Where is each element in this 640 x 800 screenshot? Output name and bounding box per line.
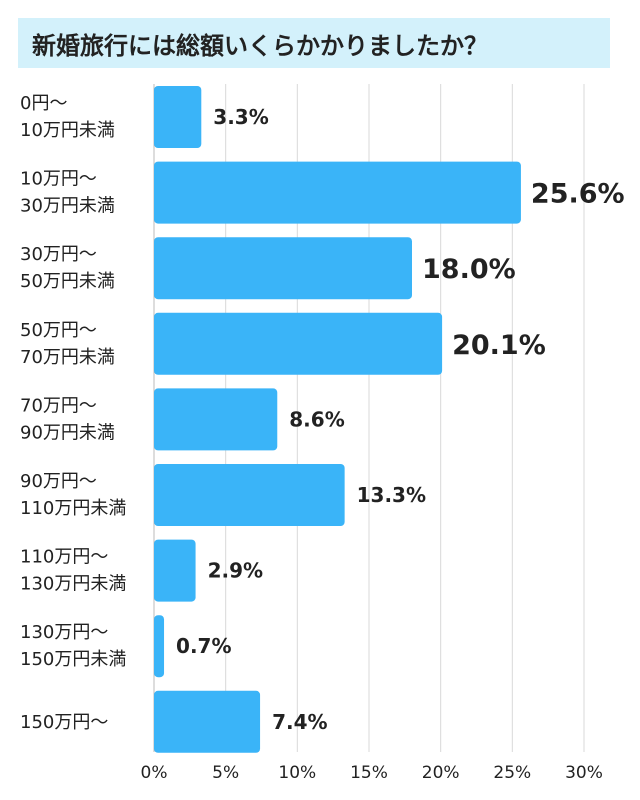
chart-title-box: 新婚旅行には総額いくらかかりましたか？ bbox=[18, 18, 610, 68]
bar-value-label: 20.1% bbox=[452, 330, 546, 361]
bar bbox=[154, 464, 345, 526]
category-label: 90万円未満 bbox=[20, 422, 115, 443]
bar-value-label: 3.3% bbox=[213, 105, 268, 129]
category-label: 50万円未満 bbox=[20, 271, 115, 292]
bar bbox=[154, 615, 165, 678]
x-tick-label: 10% bbox=[278, 763, 316, 783]
category-label: 130万円未満 bbox=[20, 574, 126, 595]
bar-value-label: 25.6% bbox=[531, 179, 625, 210]
category-label: 110万円未満 bbox=[20, 498, 126, 519]
x-tick-label: 15% bbox=[350, 763, 388, 783]
category-label: 70万円～ bbox=[20, 395, 97, 416]
category-label: 150万円～ bbox=[20, 712, 108, 733]
chart-title: 新婚旅行には総額いくらかかりましたか？ bbox=[32, 31, 488, 60]
category-label: 150万円未満 bbox=[20, 649, 126, 670]
bar-value-label: 0.7% bbox=[176, 634, 231, 658]
bar-value-label: 13.3% bbox=[357, 483, 426, 507]
bar bbox=[154, 312, 443, 375]
x-tick-label: 25% bbox=[493, 763, 531, 783]
category-label: 0円～ bbox=[20, 93, 67, 114]
category-label: 30万円未満 bbox=[20, 196, 115, 217]
x-tick-label: 30% bbox=[565, 763, 603, 783]
bar bbox=[154, 237, 412, 300]
bar-value-label: 2.9% bbox=[208, 559, 263, 583]
bar-value-label: 18.0% bbox=[422, 254, 516, 285]
category-label: 50万円～ bbox=[20, 320, 97, 341]
category-label: 90万円～ bbox=[20, 471, 97, 492]
x-tick-label: 5% bbox=[212, 763, 239, 783]
category-label: 10万円未満 bbox=[20, 120, 115, 141]
x-tick-label: 0% bbox=[141, 763, 168, 783]
category-label: 130万円～ bbox=[20, 622, 108, 643]
x-tick-label: 20% bbox=[422, 763, 460, 783]
bar bbox=[154, 161, 521, 224]
bar bbox=[154, 86, 202, 148]
category-label: 10万円～ bbox=[20, 169, 97, 190]
bar bbox=[154, 388, 278, 451]
bar-value-label: 7.4% bbox=[272, 710, 327, 734]
category-label: 30万円～ bbox=[20, 244, 97, 265]
bar bbox=[154, 539, 196, 602]
category-label: 110万円～ bbox=[20, 547, 108, 568]
category-label: 70万円未満 bbox=[20, 347, 115, 368]
bar-value-label: 8.6% bbox=[289, 407, 344, 431]
bar bbox=[154, 690, 261, 753]
